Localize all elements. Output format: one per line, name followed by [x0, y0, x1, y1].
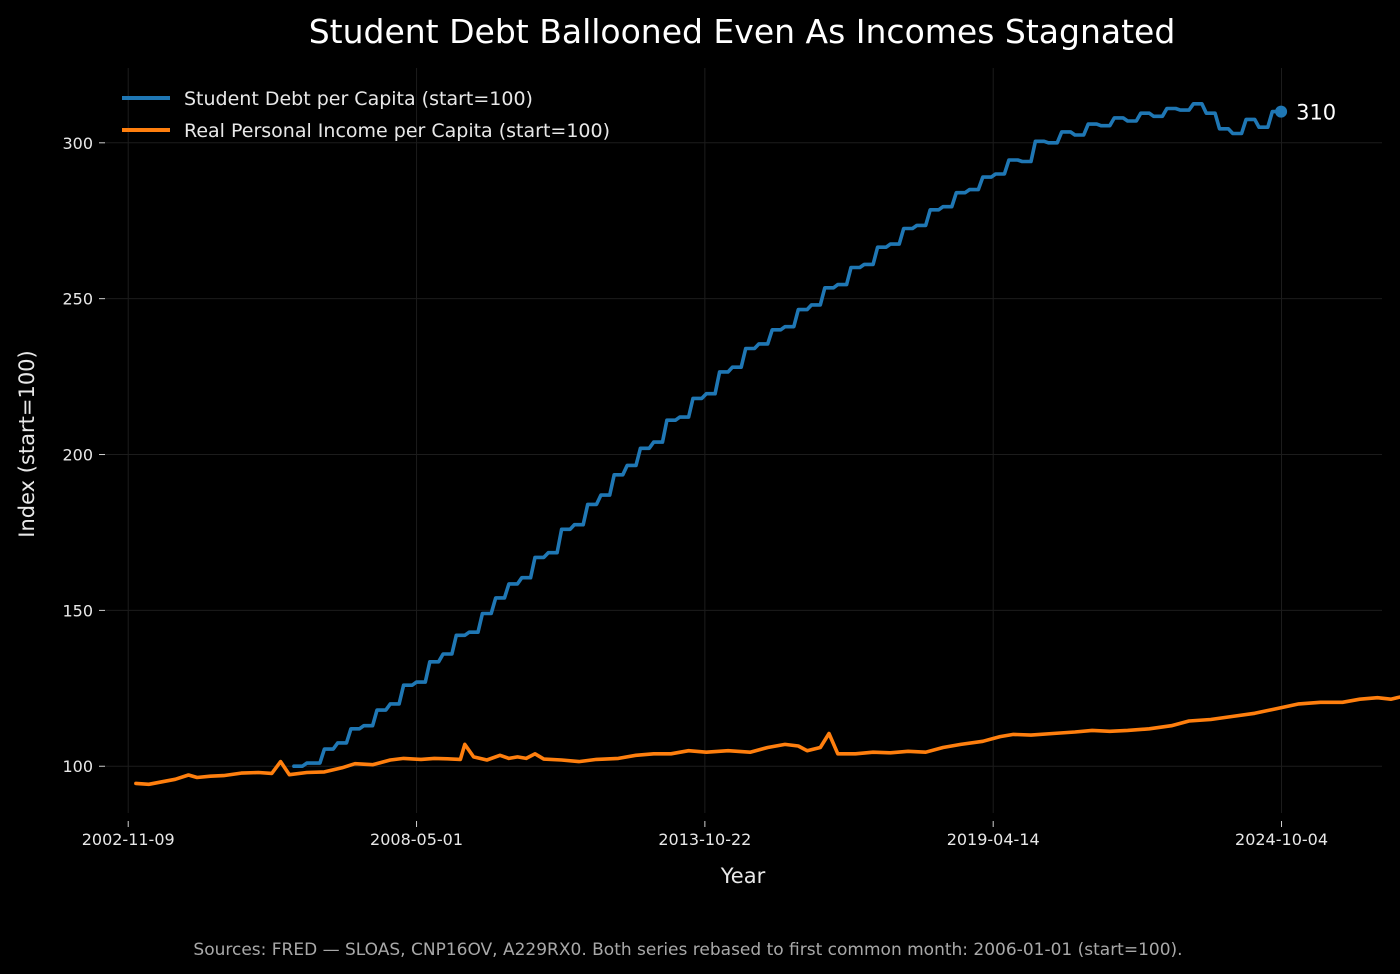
legend-label-student-debt: Student Debt per Capita (start=100)	[184, 88, 533, 110]
x-tick-label: 2013-10-22	[658, 830, 751, 849]
y-tick-label: 100	[62, 757, 93, 776]
axes: 100 150 200 250 300 2002-11-09 2008-05-01 2013-…	[62, 134, 1328, 849]
end-label-student-debt: 310	[1296, 101, 1336, 125]
y-axis-label: Index (start=100)	[15, 350, 39, 537]
x-axis-label: Year	[720, 864, 766, 888]
series-line-student-debt	[292, 102, 1283, 769]
y-tick-label: 150	[62, 601, 93, 620]
x-tick-label: 2002-11-09	[82, 830, 175, 849]
legend: Student Debt per Capita (start=100) Real…	[122, 88, 610, 142]
end-marker-student-debt	[1275, 105, 1288, 118]
y-tick-label: 200	[62, 446, 93, 465]
legend-label-real-income: Real Personal Income per Capita (start=1…	[184, 120, 610, 142]
chart-title: Student Debt Ballooned Even As Incomes S…	[309, 12, 1176, 51]
source-note: Sources: FRED — SLOAS, CNP16OV, A229RX0.…	[193, 940, 1182, 960]
x-tick-label: 2019-04-14	[947, 830, 1040, 849]
series-group: 310133	[134, 101, 1400, 787]
y-tick-label: 250	[62, 290, 93, 309]
x-tick-label: 2008-05-01	[370, 830, 463, 849]
y-tick-label: 300	[62, 134, 93, 153]
x-tick-label: 2024-10-04	[1235, 830, 1328, 849]
series-line-real-income	[134, 695, 1400, 787]
grid	[105, 68, 1382, 813]
